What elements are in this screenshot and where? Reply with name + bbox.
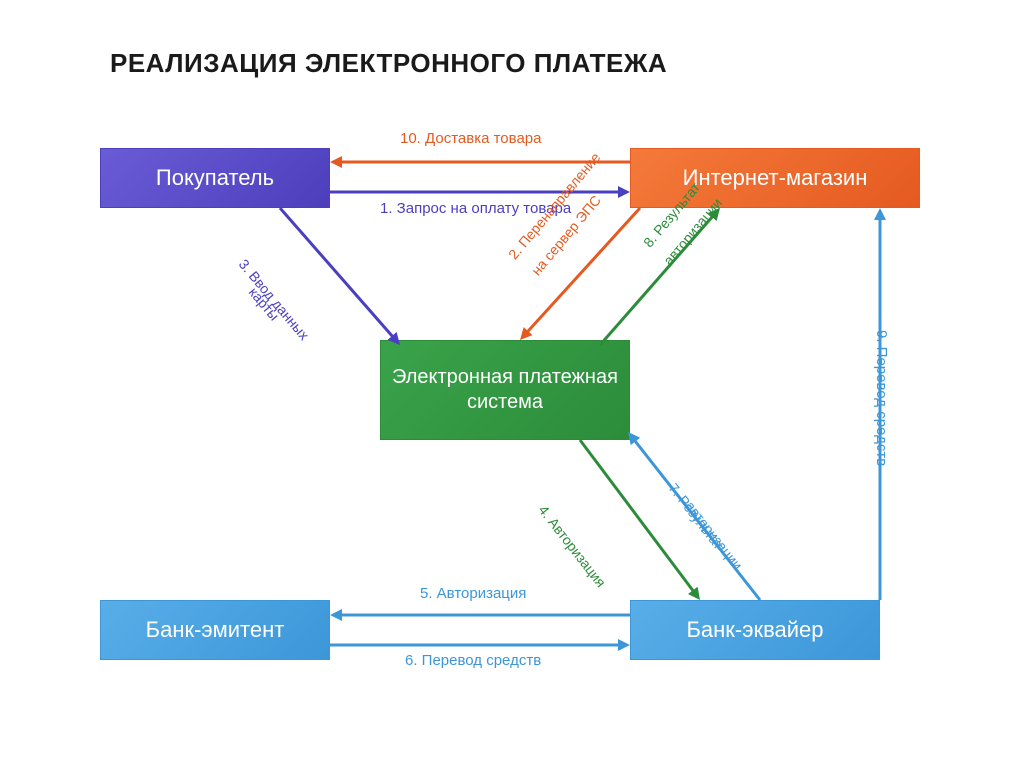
- edge-label-9: 9. Перевод средств: [873, 330, 890, 466]
- node-eps: Электронная платежная система: [380, 340, 630, 440]
- edge-label-6: 6. Перевод средств: [405, 652, 541, 669]
- node-issuer: Банк-эмитент: [100, 600, 330, 660]
- edge-label-5: 5. Авторизация: [420, 585, 526, 602]
- node-buyer: Покупатель: [100, 148, 330, 208]
- edge-label-7b: авторизации: [682, 498, 745, 573]
- edge-label-3a: 3. Ввод данных: [236, 256, 313, 343]
- node-acquirer: Банк-эквайер: [630, 600, 880, 660]
- edge-label-4: 4. Авторизация: [535, 502, 609, 590]
- edge-label-10: 10. Доставка товара: [400, 130, 541, 147]
- page-title: РЕАЛИЗАЦИЯ ЭЛЕКТРОННОГО ПЛАТЕЖА: [110, 48, 667, 79]
